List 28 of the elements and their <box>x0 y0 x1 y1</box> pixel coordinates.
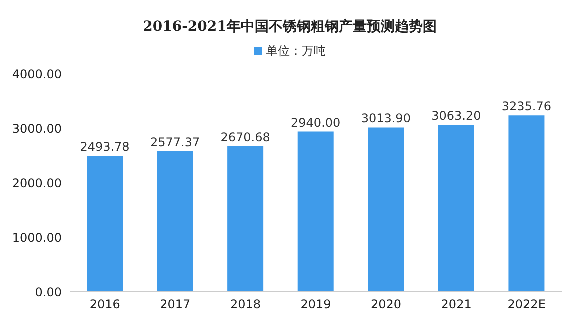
x-tick-label: 2022E <box>508 298 546 312</box>
legend-label: 单位：万吨 <box>266 42 326 60</box>
chart-title: 2016-2021年中国不锈钢粗钢产量预测趋势图 <box>142 18 438 37</box>
data-label: 2940.00 <box>291 116 341 130</box>
x-tick-label: 2017 <box>160 298 191 312</box>
data-label: 3063.20 <box>432 109 482 124</box>
data-label: 3235.76 <box>502 100 552 114</box>
bar <box>368 128 404 292</box>
y-tick-label: 0.00 <box>35 285 62 300</box>
x-tick-label: 2018 <box>230 298 261 312</box>
data-label: 3013.90 <box>361 112 411 126</box>
bar <box>508 116 545 292</box>
data-label: 2493.78 <box>80 140 130 154</box>
bar <box>157 152 194 292</box>
y-tick-label: 2000.00 <box>12 176 62 190</box>
data-label: 2577.37 <box>150 136 200 150</box>
y-tick-label: 4000.00 <box>12 67 62 82</box>
y-tick-label: 3000.00 <box>12 122 62 136</box>
x-tick-label: 2020 <box>371 298 402 312</box>
x-tick-label: 2016 <box>90 298 120 312</box>
x-tick-label: 2021 <box>441 298 472 312</box>
bar <box>298 132 334 292</box>
data-label: 2670.68 <box>220 130 270 144</box>
bar <box>87 156 123 292</box>
y-tick-label: 1000.00 <box>12 230 62 245</box>
x-tick-label: 2019 <box>300 298 332 312</box>
bar <box>228 146 264 292</box>
bar <box>438 125 474 292</box>
